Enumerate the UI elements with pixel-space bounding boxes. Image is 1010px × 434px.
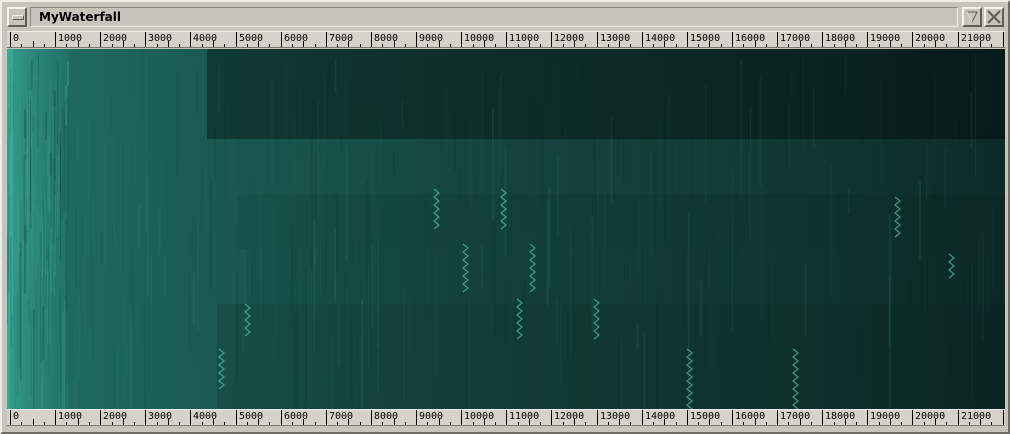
ruler-label: 19000 (870, 411, 901, 422)
ruler-label: 14000 (645, 411, 676, 422)
ruler-labels: 0 1000 2000 3000 4000 5000 6000 7000 8000 9000 100… (7, 32, 1005, 47)
ruler-labels: 0 1000 2000 3000 4000 5000 6000 7000 8000 9000 100… (7, 410, 1005, 425)
title-bar[interactable]: MyWaterfall (4, 4, 1006, 30)
frequency-ruler-bottom: 0 1000 2000 3000 4000 5000 6000 7000 8000 9000 100… (7, 409, 1005, 426)
ruler-label: 7000 (329, 33, 354, 44)
ruler-label: 5000 (239, 33, 264, 44)
close-button[interactable] (984, 7, 1004, 27)
ruler-label: 2000 (103, 33, 128, 44)
ruler-label: 9000 (419, 411, 444, 422)
ruler-label: 3000 (148, 411, 173, 422)
ruler-label: 16000 (735, 33, 766, 44)
ruler-label: 8000 (374, 411, 399, 422)
ruler-label: 7000 (329, 411, 354, 422)
ruler-label: 17000 (780, 33, 811, 44)
ruler-label: 1000 (58, 411, 83, 422)
ruler-label: 12000 (554, 411, 585, 422)
ruler-label: 10000 (464, 411, 495, 422)
window-menu-button[interactable] (7, 7, 27, 27)
ruler-label: 11000 (509, 33, 540, 44)
ruler-label: 15000 (690, 411, 721, 422)
ruler-label: 9000 (419, 33, 444, 44)
waterfall-spectrogram (7, 49, 1005, 409)
minimize-button[interactable] (962, 7, 982, 27)
frequency-ruler-top: 0 1000 2000 3000 4000 5000 6000 7000 8000 9000 100… (7, 31, 1005, 48)
ruler-label: 5000 (239, 411, 264, 422)
ruler-label: 12000 (554, 33, 585, 44)
minimize-triangle-icon (966, 11, 978, 24)
waterfall-display[interactable] (7, 49, 1005, 409)
ruler-label: 20000 (915, 411, 946, 422)
ruler-label: 16000 (735, 411, 766, 422)
ruler-label: 13000 (600, 411, 631, 422)
ruler-label: 15000 (690, 33, 721, 44)
ruler-ticks (10, 410, 1004, 425)
ruler-label: 21000 (961, 33, 992, 44)
ruler-label: 11000 (509, 411, 540, 422)
ruler-label: 21000 (961, 411, 992, 422)
ruler-label: 8000 (374, 33, 399, 44)
ruler-label: 19000 (870, 33, 901, 44)
ruler-label: 20000 (915, 33, 946, 44)
ruler-label: 4000 (193, 411, 218, 422)
ruler-label: 2000 (103, 411, 128, 422)
close-x-icon (987, 10, 1001, 24)
ruler-label: 6000 (284, 33, 309, 44)
ruler-label: 0 (13, 411, 20, 422)
ruler-label: 14000 (645, 33, 676, 44)
ruler-label: 18000 (825, 411, 856, 422)
ruler-ticks (10, 32, 1004, 47)
ruler-label: 3000 (148, 33, 173, 44)
ruler-label: 18000 (825, 33, 856, 44)
ruler-label: 17000 (780, 411, 811, 422)
ruler-label: 6000 (284, 411, 309, 422)
ruler-label: 1000 (58, 33, 83, 44)
window-title: MyWaterfall (39, 10, 122, 24)
ruler-label: 10000 (464, 33, 495, 44)
ruler-label: 0 (13, 33, 20, 44)
ruler-label: 13000 (600, 33, 631, 44)
title-area[interactable]: MyWaterfall (30, 7, 958, 27)
ruler-label: 4000 (193, 33, 218, 44)
